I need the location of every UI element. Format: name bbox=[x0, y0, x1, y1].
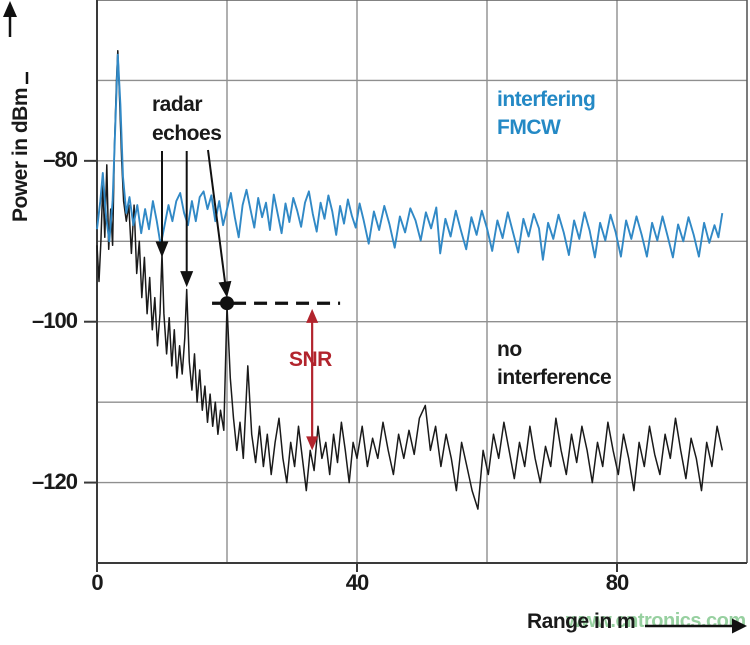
radar-echoes-line2: echoes bbox=[152, 122, 222, 145]
radar-echo-arrow-head bbox=[218, 280, 232, 298]
snr-annotation: SNR bbox=[289, 348, 332, 371]
y-tick-label--120: –120 bbox=[32, 469, 78, 494]
interfering-fmcw-curve bbox=[96, 53, 724, 261]
radar-echoes-annotation: radar echoes bbox=[152, 90, 222, 148]
y-tick-label--100: –100 bbox=[32, 308, 78, 333]
interfering-line1: interfering bbox=[497, 88, 596, 111]
no-interference-curve bbox=[96, 49, 724, 510]
no-interference-line1: no bbox=[497, 338, 522, 361]
y-tick-label--80: –80 bbox=[43, 147, 78, 172]
x-tick-label-40: 40 bbox=[345, 570, 369, 595]
interfering-fmcw-annotation: interfering FMCW bbox=[497, 86, 596, 142]
interfering-line2: FMCW bbox=[497, 116, 561, 139]
radar-echo-arrow-stem bbox=[207, 149, 227, 288]
no-interference-line2: interference bbox=[497, 366, 612, 389]
radar-echo-arrow-head bbox=[180, 271, 194, 288]
y-axis-arrow-head bbox=[3, 1, 17, 17]
no-interference-annotation: no interference bbox=[497, 336, 612, 392]
x-tick-label-80: 80 bbox=[605, 570, 629, 595]
radar-echo-arrow-head bbox=[155, 241, 169, 258]
snr-arrow-head-up bbox=[306, 308, 319, 323]
x-axis-arrow-head bbox=[732, 618, 747, 634]
x-axis-label: Range in m bbox=[527, 610, 636, 633]
x-tick-label-0: 0 bbox=[91, 570, 103, 595]
marker-dot bbox=[220, 296, 234, 311]
snr-arrow-head-down bbox=[306, 436, 319, 451]
radar-echoes-line1: radar bbox=[152, 93, 203, 116]
